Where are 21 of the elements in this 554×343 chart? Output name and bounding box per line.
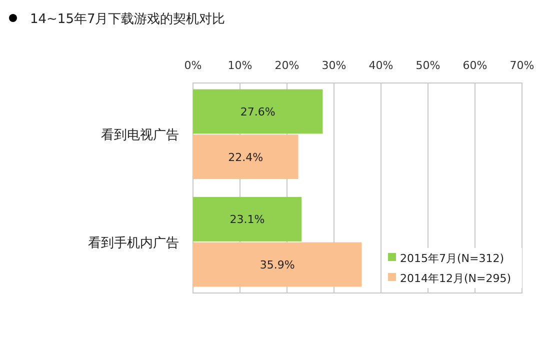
y-tick-label: 看到手机内广告 — [88, 236, 179, 251]
bar — [193, 134, 298, 180]
data-label: 23.1% — [230, 213, 265, 226]
chart-title: 14~15年7月下载游戏的契机对比 — [30, 12, 226, 27]
x-tick-label: 40% — [368, 59, 394, 72]
x-tick-label: 50% — [416, 59, 440, 72]
x-tick-label: 0% — [184, 59, 202, 72]
data-label: 27.6% — [240, 105, 276, 118]
legend-label: 2014年12月(N=295) — [400, 272, 512, 285]
data-label: 22.4% — [228, 150, 264, 164]
bar — [193, 196, 302, 242]
x-tick-label: 30% — [322, 59, 346, 72]
data-label: 35.9% — [260, 258, 295, 272]
x-tick-label: 10% — [228, 59, 252, 72]
legend-label: 2015年7月(N=312) — [400, 252, 504, 265]
x-tick-label: 60% — [462, 59, 488, 72]
y-tick-label: 看到电视广告 — [101, 128, 179, 144]
bar — [193, 89, 323, 134]
x-tick-label: 20% — [274, 59, 300, 72]
x-tick-label: 70% — [510, 59, 534, 72]
bar — [193, 242, 362, 287]
